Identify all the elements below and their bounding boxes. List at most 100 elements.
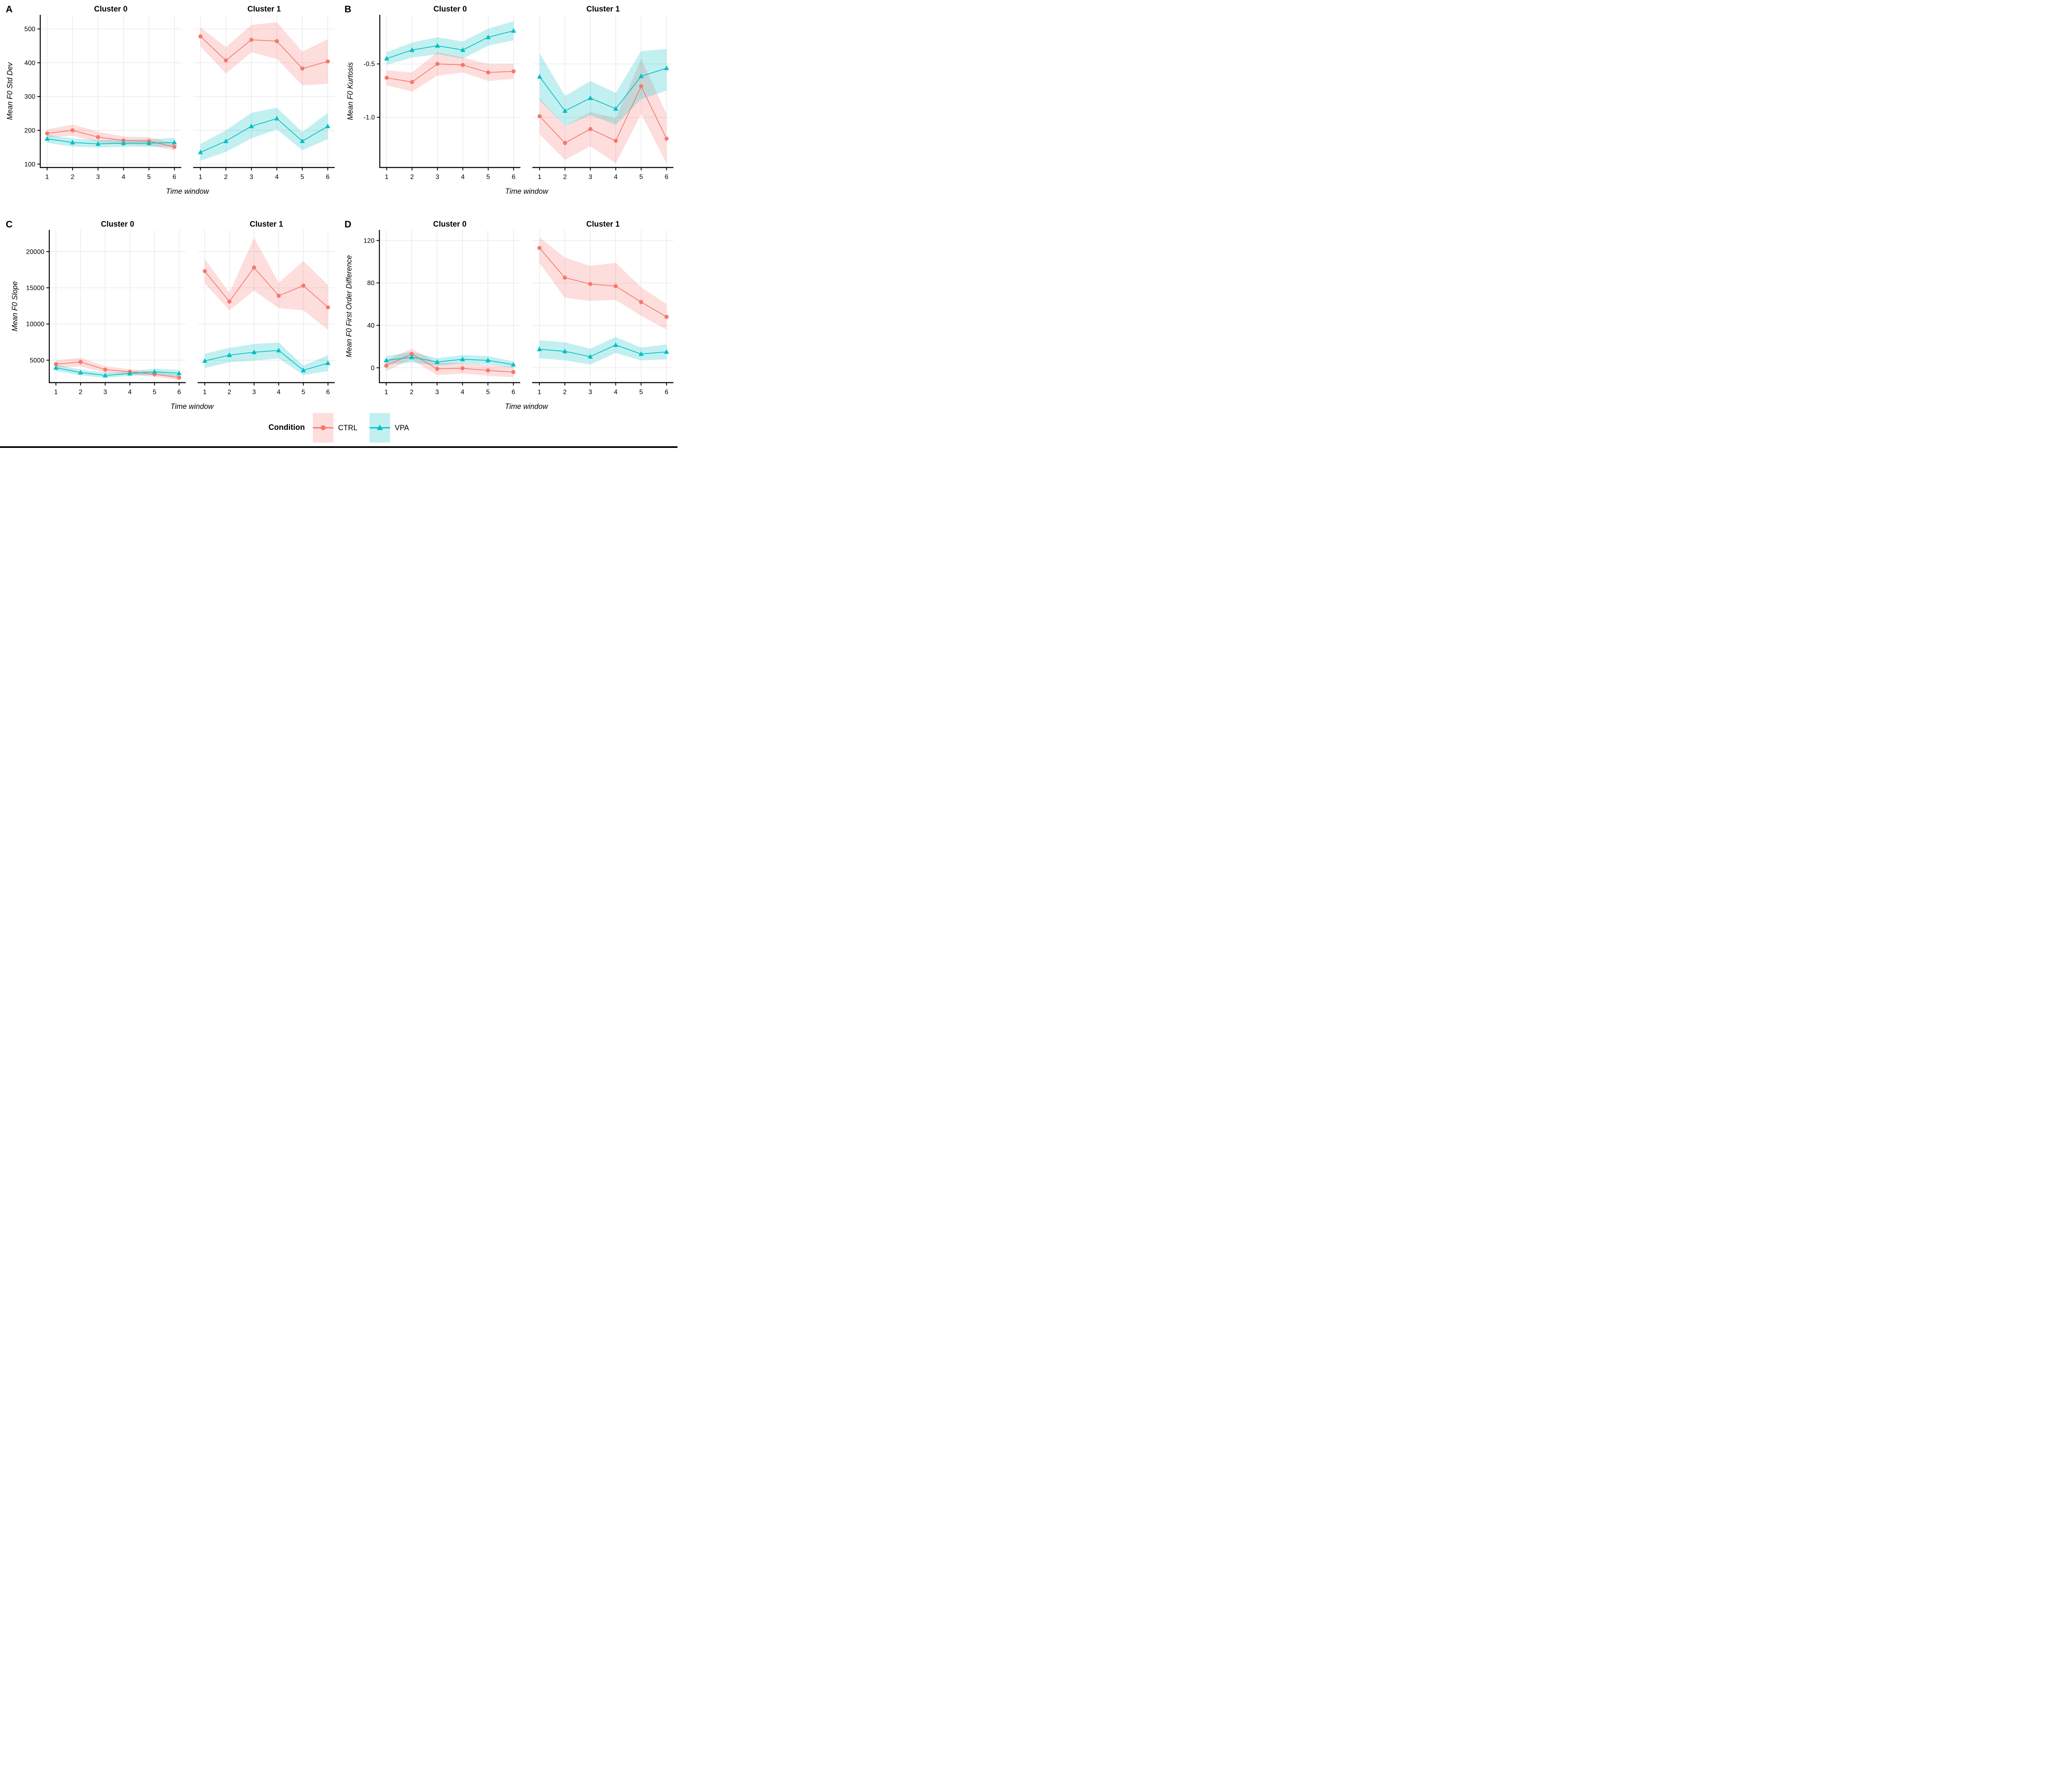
y-tick-label: 0: [371, 365, 374, 372]
marker-vpa: [638, 73, 644, 78]
gridlines: [198, 230, 335, 383]
marker-vpa: [300, 138, 305, 143]
facet-cluster-1: Cluster 1 1 2 3 4 5 6: [532, 5, 673, 181]
marker-ctrl: [588, 282, 592, 286]
x-tick-label: 6: [326, 389, 330, 396]
x-tick-label: 5: [639, 174, 643, 181]
x-tick-label: 6: [172, 174, 176, 181]
x-tick-label: 6: [512, 389, 515, 396]
facet-title: Cluster 0: [101, 220, 134, 229]
y-axis-title: Mean F0 Kurtosis: [346, 62, 354, 120]
facet-cluster-0: Cluster 0 1 2 3 4 5 6 -1.0 -0.5: [363, 5, 521, 181]
facet-cluster-1: Cluster 1 1 2 3 4 5 6: [532, 220, 673, 396]
marker-vpa: [485, 34, 491, 39]
marker-vpa: [70, 140, 75, 145]
y-axis-title: Mean F0 Std Dev: [6, 62, 14, 120]
marker-ctrl: [275, 39, 279, 44]
x-tick-label: 3: [250, 174, 253, 181]
marker-ctrl: [664, 314, 669, 319]
x-tick-label: 1: [199, 174, 202, 181]
y-tick-label: 15000: [26, 285, 45, 292]
gridlines: [40, 15, 181, 167]
x-tick-label: 2: [410, 389, 413, 396]
x-tick-label: 3: [96, 174, 100, 181]
marker-ctrl: [435, 367, 439, 371]
marker-vpa: [276, 347, 281, 353]
gridlines: [379, 230, 520, 383]
x-tick-label: 1: [203, 389, 207, 396]
marker-vpa: [301, 367, 306, 372]
line-vpa: [47, 138, 175, 145]
line-vpa: [539, 344, 667, 357]
marker-vpa: [384, 358, 389, 363]
x-tick-label: 5: [153, 389, 156, 396]
line-ctrl: [204, 267, 328, 308]
marker-vpa: [44, 136, 50, 141]
marker-vpa: [223, 138, 229, 143]
bottom-rule: [0, 446, 677, 448]
legend-item-vpa: VPA: [370, 413, 409, 443]
panel-a: A Mean F0 Std Dev Cluster 0 1 2 3 4 5 6 100 200 300…: [0, 0, 339, 205]
panel-letter: C: [6, 219, 13, 229]
y-tick-label: 200: [24, 127, 35, 134]
marker-ctrl: [537, 246, 542, 250]
x-tick-label: 4: [461, 389, 464, 396]
marker-vpa: [152, 369, 157, 374]
marker-vpa: [227, 352, 232, 357]
line-ctrl: [386, 353, 514, 373]
x-tick-label: 1: [54, 389, 58, 396]
vpa-key-glyph: [370, 413, 390, 443]
x-tick-label: 4: [275, 174, 279, 181]
marker-vpa: [638, 351, 644, 356]
marker-ctrl: [435, 62, 440, 66]
x-tick-label: 4: [461, 174, 465, 181]
x-tick-label: 4: [614, 174, 618, 181]
marker-vpa: [434, 359, 440, 364]
marker-ctrl: [664, 136, 669, 141]
marker-ctrl: [252, 265, 256, 270]
x-tick-label: 5: [301, 174, 304, 181]
legend-label-vpa: VPA: [395, 423, 409, 432]
y-tick-label: 300: [24, 94, 35, 101]
marker-ctrl: [198, 34, 203, 39]
ribbon-ctrl: [47, 124, 175, 150]
line-vpa: [386, 357, 514, 365]
marker-vpa: [177, 370, 182, 375]
facet-cluster-1: Cluster 1 1 2 3 4 5 6: [193, 5, 335, 181]
line-vpa: [56, 367, 179, 376]
marker-ctrl: [409, 352, 414, 356]
marker-ctrl: [384, 363, 388, 368]
panel-letter: A: [6, 4, 13, 14]
marker-ctrl: [172, 145, 177, 149]
line-vpa: [386, 30, 514, 59]
gridlines: [49, 230, 186, 383]
ribbon-ctrl: [56, 358, 179, 380]
panel-letter: B: [344, 4, 351, 14]
marker-ctrl: [537, 114, 542, 119]
marker-vpa: [409, 354, 414, 359]
marker-vpa: [202, 358, 207, 363]
marker-vpa: [172, 140, 177, 145]
legend-key-ctrl: [313, 413, 334, 443]
legend-item-ctrl: CTRL: [313, 413, 357, 443]
legend-title: Condition: [268, 423, 305, 432]
x-tick-label: 3: [588, 389, 592, 396]
ribbon-vpa: [56, 364, 179, 378]
marker-vpa: [251, 349, 257, 354]
x-tick-label: 1: [537, 389, 541, 396]
marker-vpa: [95, 141, 101, 146]
x-tick-label: 5: [487, 174, 490, 181]
marker-vpa: [562, 349, 567, 353]
marker-ctrl: [511, 370, 516, 374]
marker-ctrl: [224, 58, 228, 63]
x-tick-label: 6: [326, 174, 330, 181]
legend-key-vpa: [370, 413, 390, 443]
ribbon-vpa: [386, 352, 514, 368]
marker-vpa: [588, 354, 593, 359]
x-axis-title: Time window: [505, 402, 549, 411]
marker-ctrl: [202, 269, 207, 273]
x-tick-label: 6: [512, 174, 515, 181]
marker-ctrl: [301, 283, 305, 288]
x-tick-label: 1: [384, 389, 388, 396]
x-tick-label: 4: [122, 174, 125, 181]
